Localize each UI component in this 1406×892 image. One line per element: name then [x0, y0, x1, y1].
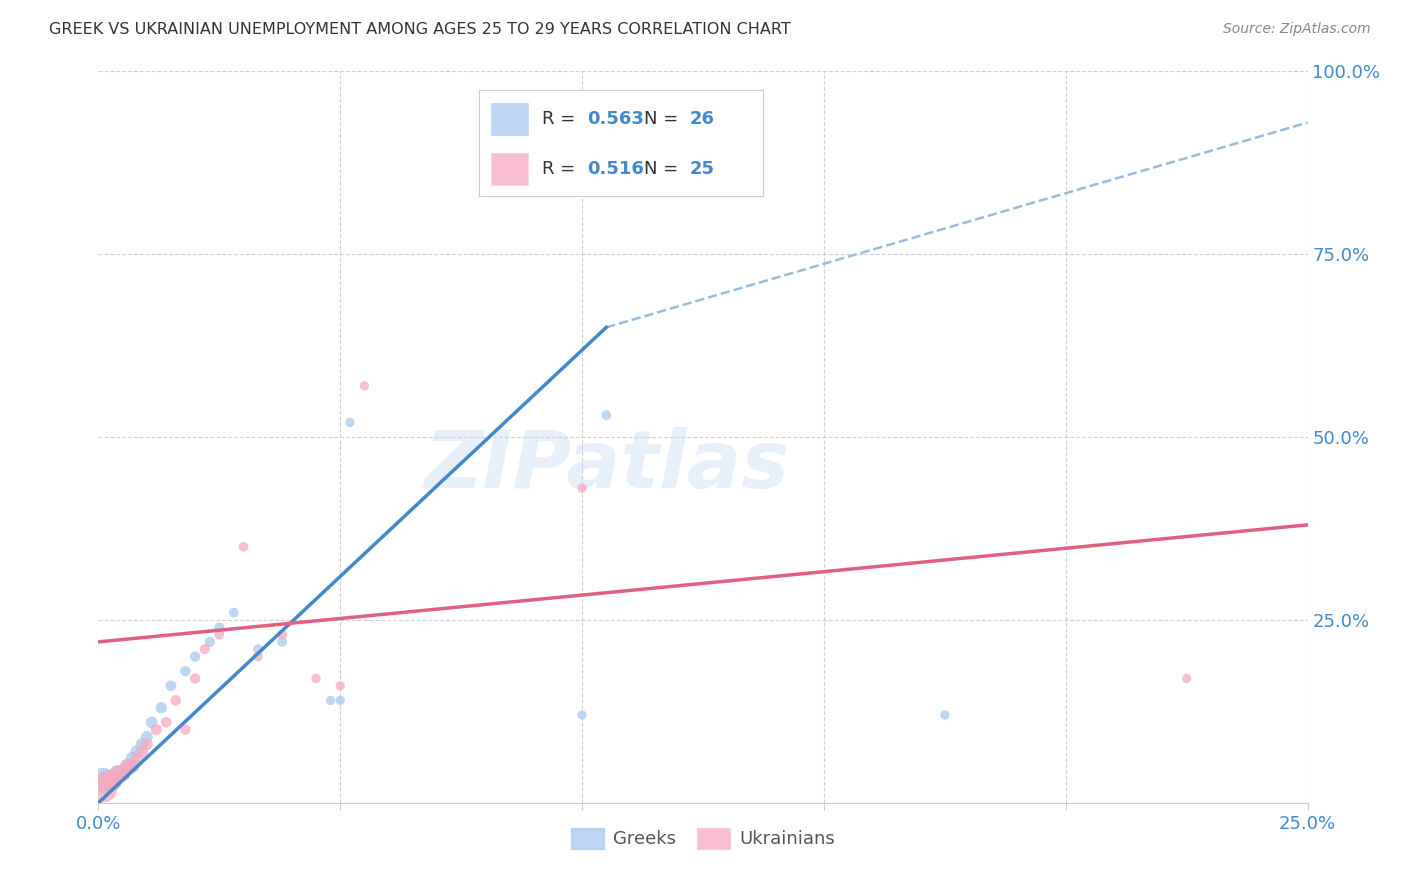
Point [117, 759, 139, 773]
Legend: Greeks, Ukrainians: Greeks, Ukrainians [564, 821, 842, 856]
Point [247, 642, 270, 657]
Point [184, 672, 207, 686]
Point [97, 773, 120, 788]
Point [222, 606, 245, 620]
Point [247, 649, 270, 664]
Point [97, 773, 120, 788]
Point [165, 693, 187, 707]
Point [271, 627, 294, 641]
Point [131, 745, 153, 759]
Text: GREEK VS UKRAINIAN UNEMPLOYMENT AMONG AGES 25 TO 29 YEARS CORRELATION CHART: GREEK VS UKRAINIAN UNEMPLOYMENT AMONG AG… [49, 22, 792, 37]
Point [194, 642, 217, 657]
Point [571, 708, 593, 723]
Point [174, 723, 197, 737]
Point [174, 664, 197, 678]
Point [121, 752, 143, 766]
Point [101, 773, 124, 788]
Point [1175, 672, 1198, 686]
Point [135, 737, 157, 751]
Point [107, 766, 129, 780]
Point [571, 481, 593, 495]
Point [91, 773, 114, 788]
Point [339, 416, 361, 430]
Point [208, 627, 231, 641]
Point [117, 759, 139, 773]
Point [155, 715, 177, 730]
Point [160, 679, 183, 693]
Point [111, 766, 134, 780]
Point [329, 679, 352, 693]
Text: ZIPatlas: ZIPatlas [423, 427, 789, 506]
Point [107, 766, 129, 780]
Point [319, 693, 342, 707]
Point [127, 745, 149, 759]
Point [198, 635, 221, 649]
Text: Source: ZipAtlas.com: Source: ZipAtlas.com [1223, 22, 1371, 37]
Point [150, 700, 173, 714]
Point [131, 737, 153, 751]
Point [127, 752, 149, 766]
Point [305, 672, 328, 686]
Point [145, 723, 167, 737]
Point [271, 635, 294, 649]
Point [135, 730, 157, 744]
Point [595, 408, 617, 422]
Point [184, 649, 207, 664]
Point [91, 781, 114, 796]
Point [934, 708, 956, 723]
Point [121, 759, 143, 773]
Point [353, 379, 375, 393]
Point [329, 693, 352, 707]
Point [101, 773, 124, 788]
Point [208, 620, 231, 634]
Point [232, 540, 254, 554]
Point [111, 766, 134, 780]
Point [141, 715, 163, 730]
